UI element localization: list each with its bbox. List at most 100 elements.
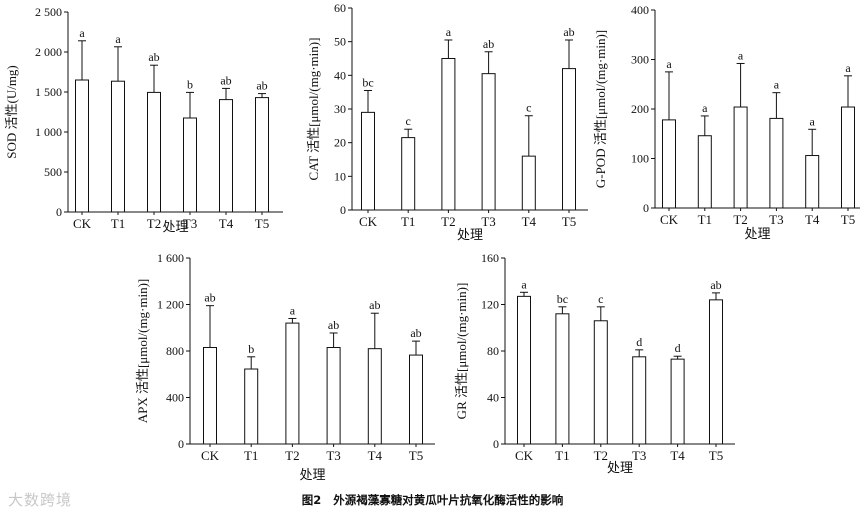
x-tick-label: CK xyxy=(660,212,679,227)
y-tick-label: 40 xyxy=(334,68,346,82)
bar xyxy=(367,348,382,445)
bar xyxy=(285,322,300,445)
y-tick-label: 1 600 xyxy=(157,251,184,265)
bar xyxy=(555,313,570,445)
x-tick-label: T5 xyxy=(409,448,423,463)
bar xyxy=(670,358,685,445)
x-tick-label: T1 xyxy=(698,212,712,227)
significance-letter: c xyxy=(598,292,603,306)
bar xyxy=(75,79,89,213)
significance-letter: ab xyxy=(256,79,267,93)
significance-letter: ab xyxy=(483,37,494,51)
bar xyxy=(409,354,423,445)
y-tick-label: 0 xyxy=(340,203,346,217)
significance-letter: b xyxy=(248,342,254,356)
x-tick-label: T1 xyxy=(555,448,569,463)
chart-panel: 0 40 80 120 160 a CK bc T1 c T2 d T3 d T4 ab T5 处理 GR 活性[μ… xyxy=(454,251,735,475)
bar xyxy=(441,58,456,211)
significance-letter: d xyxy=(636,335,642,349)
y-tick-label: 50 xyxy=(334,35,346,49)
significance-letter: a xyxy=(702,101,708,115)
significance-letter: bc xyxy=(362,75,373,89)
y-tick-label: 0 xyxy=(493,437,499,451)
x-tick-label: T2 xyxy=(441,214,455,229)
significance-letter: b xyxy=(187,77,193,91)
x-tick-label: T1 xyxy=(111,216,125,231)
x-tick-label: T5 xyxy=(841,212,855,227)
chart-panel: 0 400 800 1 200 1 600 ab CK b T1 a T2 ab T3 ab T4 ab T5 处… xyxy=(135,251,435,482)
significance-letter: a xyxy=(845,61,851,75)
significance-letter: a xyxy=(115,32,121,46)
bar xyxy=(244,368,259,445)
significance-letter: ab xyxy=(204,291,215,305)
bar xyxy=(401,137,416,211)
significance-letter: ab xyxy=(563,25,574,39)
x-tick-label: T2 xyxy=(733,212,747,227)
x-tick-label: T2 xyxy=(594,448,608,463)
chart-panel: 0 500 1 000 1 500 2 000 2 500 a CK a T1 ab T2 b T3 ab T… xyxy=(4,5,283,234)
significance-letter: c xyxy=(526,101,531,115)
bar xyxy=(203,347,217,445)
y-axis-title: GR 活性[μmol/(mg·min)] xyxy=(454,283,469,420)
significance-letter: a xyxy=(521,277,527,291)
y-tick-label: 120 xyxy=(481,298,499,312)
x-tick-label: T3 xyxy=(326,448,340,463)
significance-letter: a xyxy=(666,57,672,71)
y-tick-label: 800 xyxy=(166,344,184,358)
x-tick-label: T5 xyxy=(255,216,269,231)
x-tick-label: T5 xyxy=(562,214,576,229)
y-tick-label: 500 xyxy=(44,165,62,179)
significance-letter: a xyxy=(738,48,744,62)
x-tick-label: T3 xyxy=(183,216,197,231)
x-tick-label: T2 xyxy=(285,448,299,463)
y-tick-label: 0 xyxy=(56,205,62,219)
y-axis-title: SOD 活性(U/mg) xyxy=(4,65,19,159)
x-axis-title: 处理 xyxy=(744,226,770,241)
y-tick-label: 60 xyxy=(334,1,346,15)
x-tick-label: CK xyxy=(73,216,92,231)
significance-letter: a xyxy=(446,25,452,39)
bar xyxy=(481,73,496,211)
bar xyxy=(521,155,536,211)
y-tick-label: 1 500 xyxy=(35,85,62,99)
significance-letter: ab xyxy=(220,73,231,87)
bar xyxy=(733,106,748,209)
significance-letter: ab xyxy=(148,50,159,64)
caption-text: 外源褐藻寡糖对黄瓜叶片抗氧化酶活性的影响 xyxy=(333,493,564,507)
significance-letter: bc xyxy=(557,292,568,306)
bar xyxy=(326,347,341,445)
y-axis-title: G-POD 活性[μmol/(mg·min)] xyxy=(593,30,608,188)
x-axis-title: 处理 xyxy=(457,227,483,242)
y-tick-label: 300 xyxy=(631,53,649,67)
bar xyxy=(517,295,531,445)
bar xyxy=(841,106,855,209)
bar xyxy=(219,99,233,213)
y-tick-label: 2 500 xyxy=(35,5,62,19)
bar xyxy=(697,135,712,209)
significance-letter: ab xyxy=(328,318,339,332)
figure-caption: 图2 外源褐藻寡糖对黄瓜叶片抗氧化酶活性的影响 xyxy=(0,492,865,508)
y-tick-label: 200 xyxy=(631,102,649,116)
y-tick-label: 1 200 xyxy=(157,298,184,312)
significance-letter: a xyxy=(290,303,296,317)
significance-letter: a xyxy=(774,78,780,92)
y-axis-title: APX 活性[μmol/(mg·min)] xyxy=(135,279,150,424)
x-tick-label: T1 xyxy=(244,448,258,463)
y-tick-label: 100 xyxy=(631,152,649,166)
y-tick-label: 2 000 xyxy=(35,45,62,59)
x-tick-label: T3 xyxy=(481,214,495,229)
y-tick-label: 160 xyxy=(481,251,499,265)
significance-letter: d xyxy=(675,341,681,355)
x-tick-label: T3 xyxy=(769,212,783,227)
bar xyxy=(593,320,608,445)
bar xyxy=(562,68,576,211)
y-tick-label: 400 xyxy=(166,391,184,405)
x-tick-label: T5 xyxy=(709,448,723,463)
significance-letter: ab xyxy=(710,278,721,292)
bar xyxy=(255,97,269,213)
x-tick-label: CK xyxy=(359,214,378,229)
significance-letter: a xyxy=(810,114,816,128)
caption-label: 图2 xyxy=(301,493,322,507)
y-tick-label: 20 xyxy=(334,136,346,150)
